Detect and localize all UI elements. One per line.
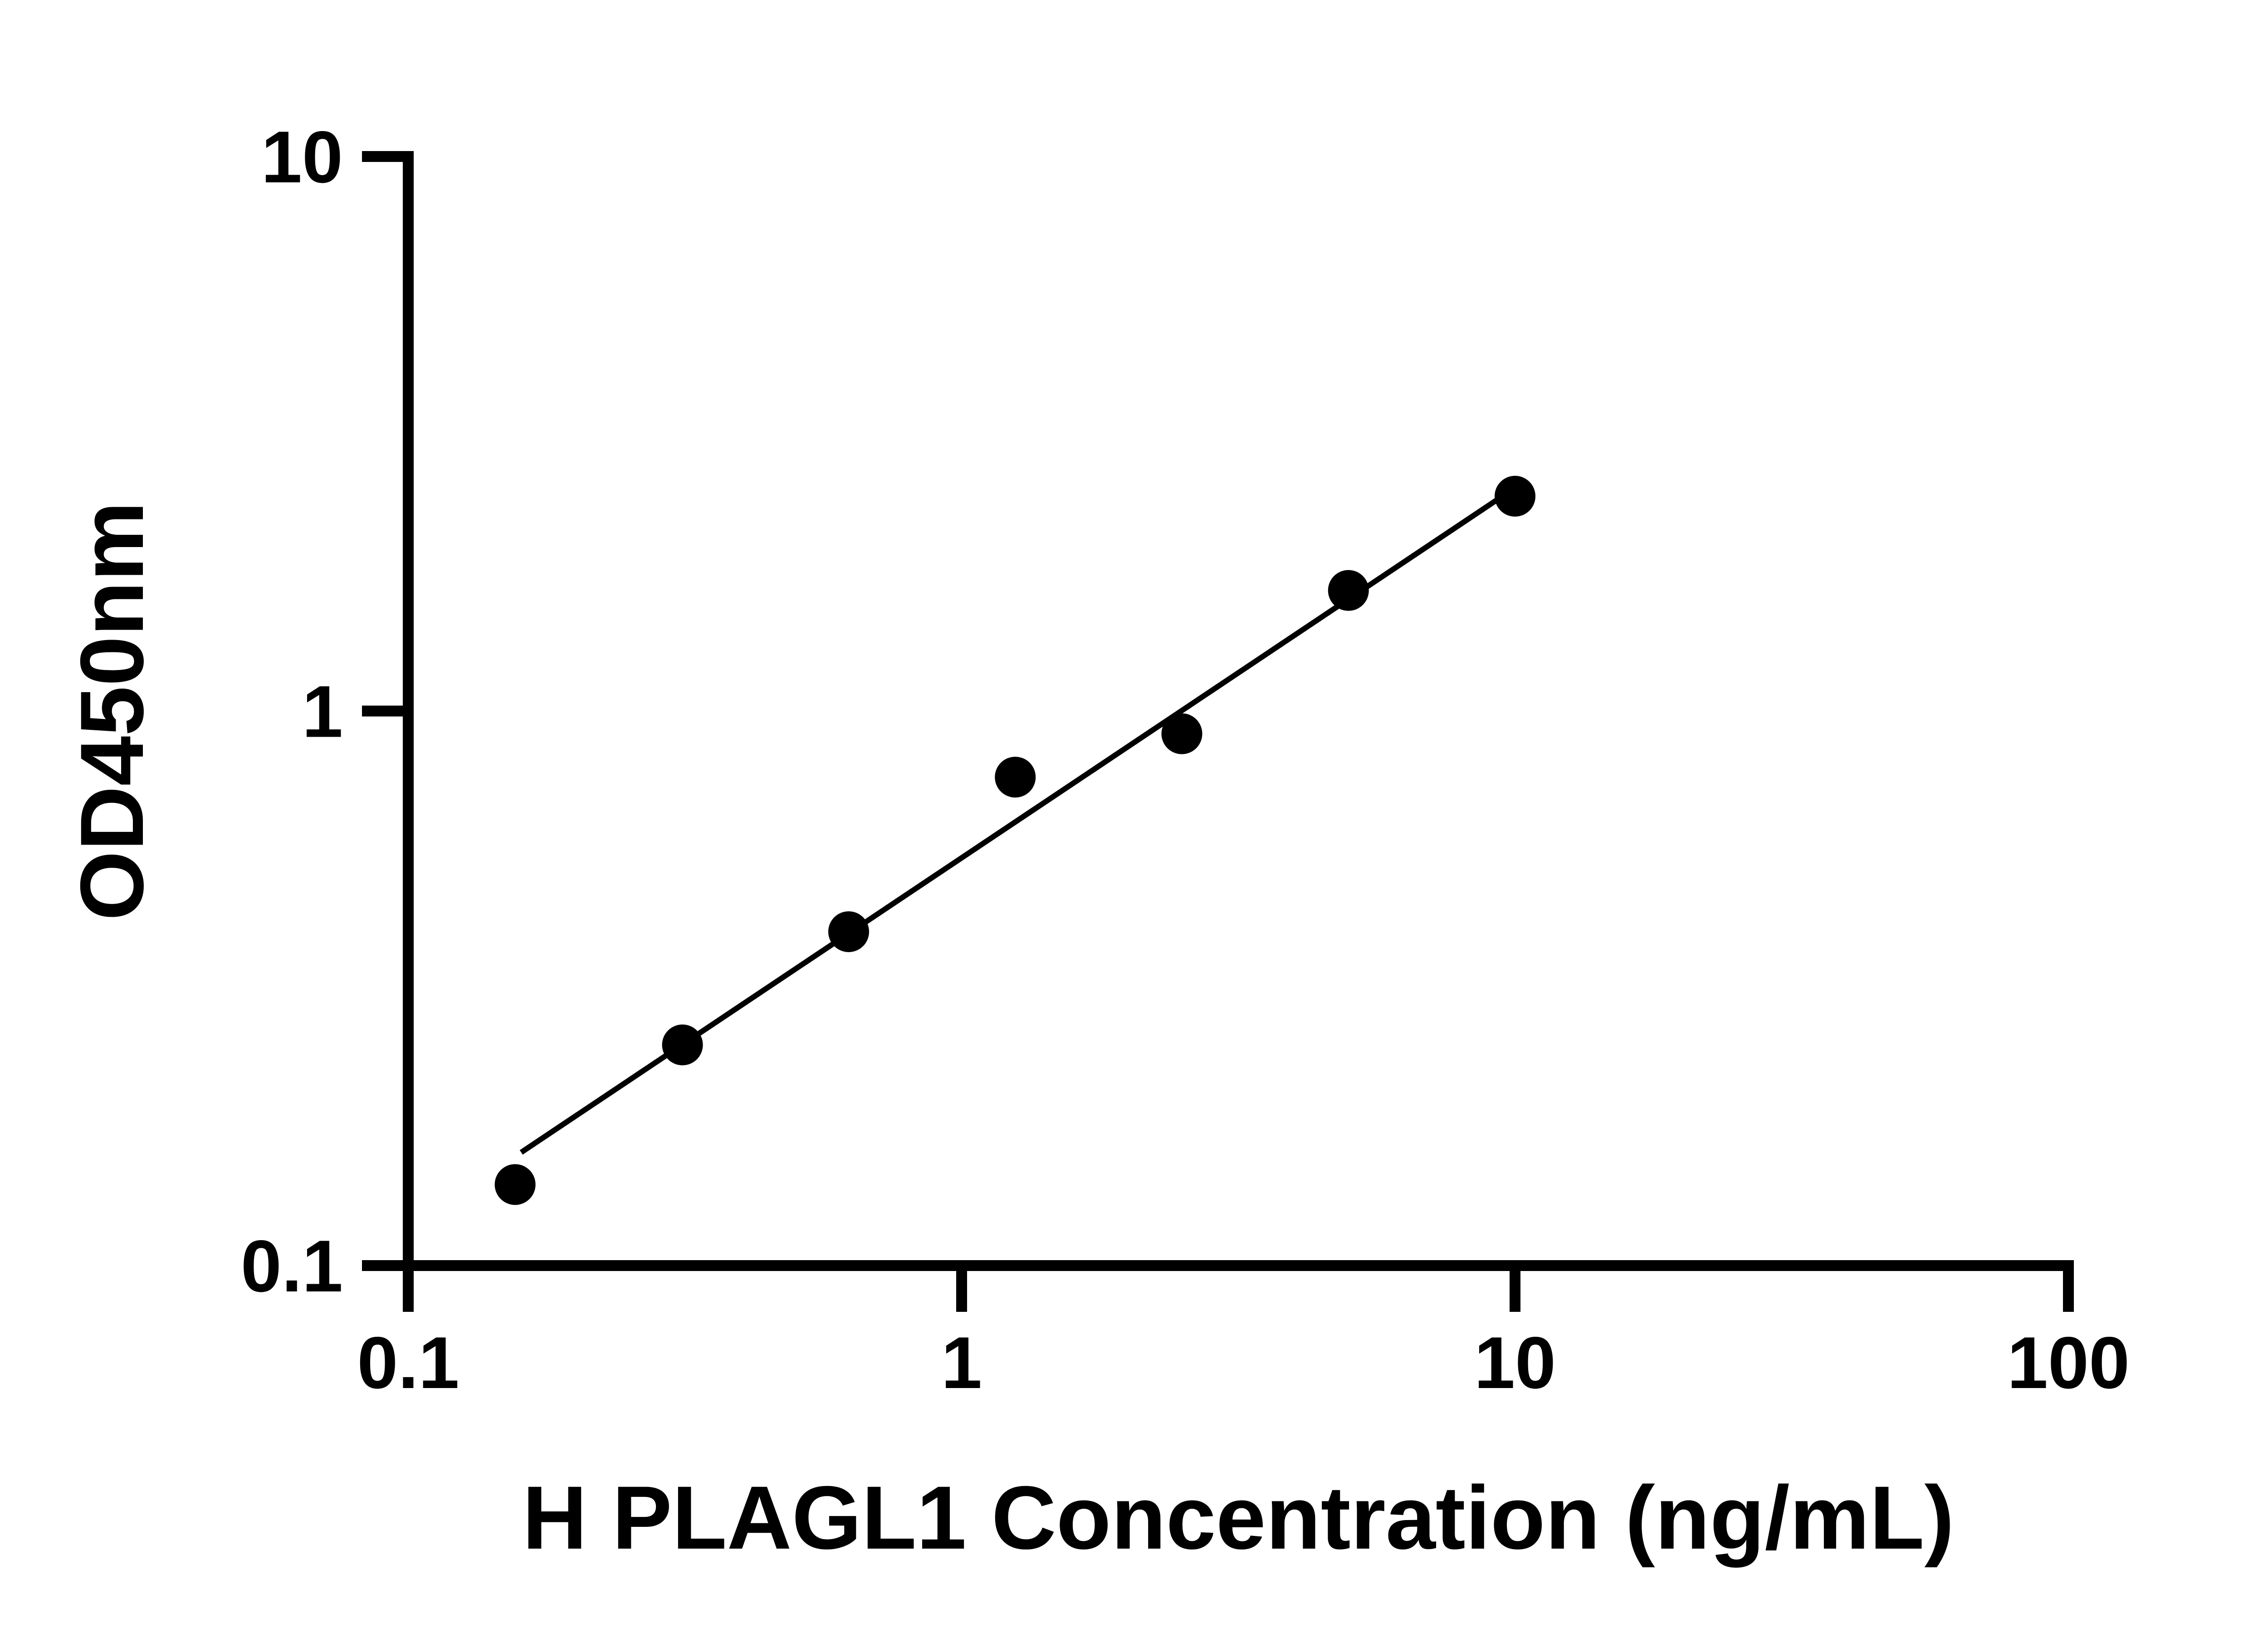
plot-area xyxy=(494,475,1535,1205)
y-tick-label: 1 xyxy=(302,671,343,753)
axis-ticks: 0.1 1 10 100 0.1 1 10 xyxy=(241,116,2130,1404)
data-point xyxy=(1161,713,1202,754)
data-point xyxy=(662,1024,703,1066)
y-tick-label: 0.1 xyxy=(241,1225,343,1307)
data-point xyxy=(494,1164,536,1205)
x-tick-label: 0.1 xyxy=(357,1322,459,1404)
axes xyxy=(403,151,2074,1271)
y-axis-title: OD450nm xyxy=(62,501,162,920)
data-point xyxy=(828,911,869,952)
y-tick-label: 10 xyxy=(261,116,343,198)
data-point xyxy=(1328,570,1369,611)
data-point xyxy=(995,757,1036,798)
x-tick-label: 1 xyxy=(941,1322,982,1404)
data-point xyxy=(1495,475,1535,517)
x-axis-title: H PLAGL1 Concentration (ng/mL) xyxy=(523,1467,1955,1568)
x-tick-label: 100 xyxy=(2007,1322,2130,1404)
x-tick-label: 10 xyxy=(1474,1322,1556,1404)
